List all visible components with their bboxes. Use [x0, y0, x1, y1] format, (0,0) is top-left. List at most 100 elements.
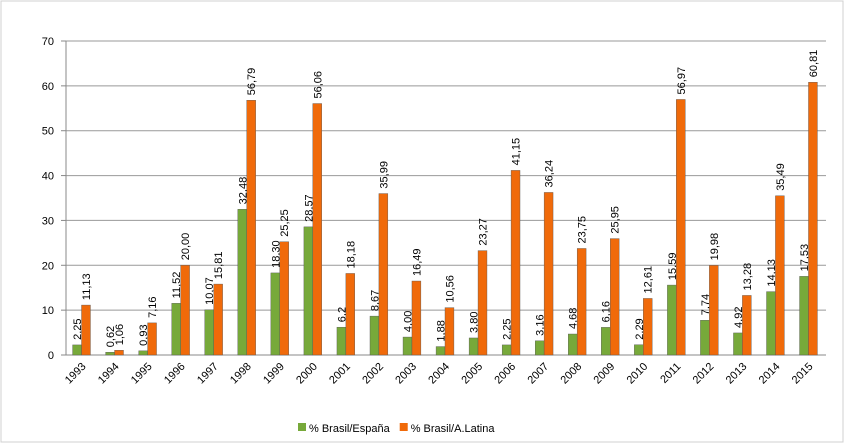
bar [742, 295, 752, 356]
data-label: 23,75 [577, 216, 589, 244]
bar [345, 273, 355, 356]
data-label: 56,06 [312, 71, 324, 99]
data-label: 2,25 [72, 318, 84, 339]
bar [336, 326, 347, 356]
data-label: 19,98 [709, 233, 721, 261]
bar [435, 346, 446, 356]
data-label: 12,61 [643, 266, 655, 294]
data-label: 3,16 [535, 314, 547, 335]
data-label: 10,07 [204, 277, 216, 305]
data-label: 3,80 [469, 312, 481, 333]
data-label: 16,49 [411, 248, 423, 276]
data-label: 28,57 [303, 194, 315, 222]
bar [766, 291, 776, 356]
y-tick-label: 70 [42, 36, 54, 48]
bar [369, 315, 380, 356]
data-label: 1,88 [436, 320, 448, 341]
bar [246, 100, 256, 356]
legend-label: % Brasil/A.Latina [411, 423, 496, 435]
data-label: 11,52 [171, 272, 183, 299]
data-label: 6,16 [601, 301, 613, 322]
data-label: 56,97 [676, 67, 688, 95]
data-label: 32,48 [237, 177, 249, 205]
bar [72, 344, 82, 356]
bar [237, 209, 247, 356]
y-tick-label: 40 [42, 171, 54, 183]
legend-swatch [399, 423, 408, 431]
y-tick-label: 60 [42, 81, 54, 93]
bar [543, 192, 554, 356]
bar [535, 340, 545, 356]
bar [411, 280, 422, 356]
data-label: 18,18 [345, 241, 357, 269]
bar [610, 238, 620, 356]
bar [270, 272, 280, 356]
data-label: 25,95 [610, 206, 622, 234]
data-label: 7,74 [700, 294, 712, 315]
data-label: 2,25 [502, 318, 514, 339]
bar [709, 265, 719, 356]
bar [700, 320, 710, 356]
bar [402, 336, 413, 356]
bar [468, 337, 479, 356]
data-label: 35,49 [775, 163, 787, 191]
data-label: 11,13 [81, 273, 93, 300]
data-label: 7,16 [147, 296, 159, 317]
data-label: 4,92 [733, 307, 745, 328]
bar [105, 352, 115, 356]
data-label: 14,13 [766, 259, 778, 287]
data-label: 1,06 [114, 324, 126, 345]
y-tick-label: 10 [42, 305, 54, 317]
bar [303, 226, 314, 356]
bar [643, 298, 653, 356]
data-label: 35,99 [378, 161, 390, 189]
bar [510, 170, 521, 356]
y-tick-label: 50 [42, 126, 54, 138]
y-tick-label: 30 [42, 215, 54, 227]
bar [213, 283, 223, 356]
bar [147, 322, 157, 356]
data-label: 0,62 [105, 326, 117, 347]
data-label: 23,27 [478, 218, 490, 246]
data-label: 4,68 [568, 308, 580, 329]
bar [775, 195, 785, 356]
bar [312, 103, 322, 356]
bar [114, 350, 124, 356]
legend-label: % Brasil/España [309, 423, 391, 435]
data-label: 36,24 [544, 160, 556, 188]
bar [576, 248, 587, 356]
bar [444, 307, 455, 356]
data-label: 41,15 [511, 138, 523, 166]
bar [808, 82, 818, 356]
bar [204, 309, 214, 356]
bar [378, 193, 389, 356]
bar [667, 284, 677, 356]
data-label: 15,59 [667, 253, 679, 281]
bar [634, 344, 644, 356]
bar [138, 350, 148, 356]
bar [180, 265, 190, 356]
data-label: 56,79 [246, 68, 258, 96]
bar [477, 250, 488, 356]
bar [171, 303, 181, 356]
y-tick-label: 20 [42, 260, 54, 272]
bar [501, 344, 512, 356]
data-label: 8,67 [369, 290, 381, 311]
data-label: 4,00 [402, 311, 414, 332]
data-label: 2,29 [634, 318, 646, 339]
data-label: 17,53 [799, 244, 811, 272]
data-label: 6,2 [336, 307, 348, 322]
data-label: 20,00 [180, 233, 192, 261]
data-label: 13,28 [742, 263, 754, 291]
bar [601, 327, 611, 356]
legend-swatch [298, 423, 306, 431]
data-label: 0,93 [138, 324, 150, 345]
bar [279, 241, 289, 356]
y-tick-label: 0 [48, 350, 54, 362]
bar [799, 276, 809, 356]
data-label: 10,56 [444, 275, 456, 303]
data-label: 60,81 [808, 50, 820, 78]
bar [568, 333, 578, 356]
